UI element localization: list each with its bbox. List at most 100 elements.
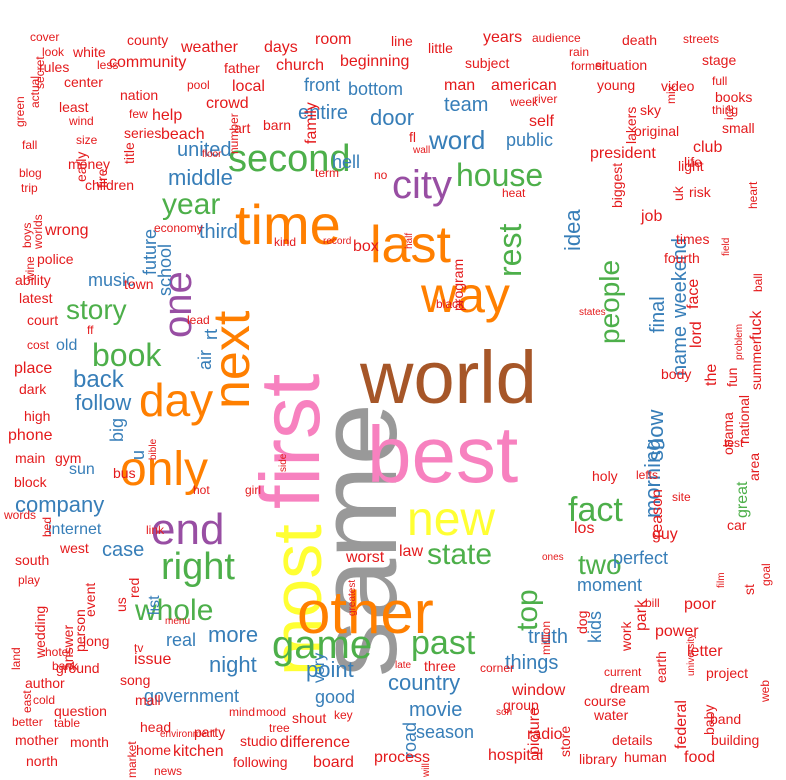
cloud-word: bus [113,465,136,481]
cloud-word: blog [19,166,42,180]
cloud-word: three [424,658,456,674]
cloud-word: ice [722,104,736,120]
cloud-word: radio [527,726,563,743]
cloud-word: movie [409,699,463,721]
cloud-word: bill [645,596,660,610]
cloud-word: third [199,221,238,243]
cloud-word: process [374,749,431,766]
cloud-word: ability [15,272,51,288]
cloud-word: job [641,208,663,225]
cloud-word: st [741,584,757,595]
cloud-word: south [15,552,50,568]
cloud-word: president [590,145,656,162]
cloud-word: light [678,158,704,174]
cloud-word: line [391,33,413,49]
cloud-word: less [97,58,119,72]
cloud-word: red [126,577,142,598]
cloud-word: subject [465,55,510,71]
cloud-word: nation [120,87,159,103]
cloud-word: rules [39,59,70,75]
cloud-word: father [224,60,260,76]
cloud-word: mood [256,705,287,719]
cloud-word: cold [33,693,56,707]
cloud-word: day [139,374,214,426]
cloud-word: area [746,452,762,481]
cloud-word: lord [688,321,705,348]
cloud-word: building [711,732,760,748]
cloud-word: the [703,363,720,386]
cloud-word: least [59,99,89,115]
cloud-word: green [13,96,27,127]
cloud-word: death [622,32,658,48]
cloud-word: guy [652,526,678,543]
cloud-word: police [37,251,74,267]
cloud-word: fall [22,138,38,152]
cloud-word: real [166,630,197,650]
cloud-word: son [496,707,513,718]
cloud-word: end [151,505,225,554]
cloud-word: land [9,647,23,670]
cloud-word: few [129,107,148,121]
cloud-word: country [388,670,461,695]
cloud-word: north [26,753,58,769]
cloud-word: pool [187,78,210,92]
cloud-word: biggest [609,162,625,208]
cloud-word: dark [19,381,47,397]
cloud-word: board [313,754,354,771]
cloud-word: self [529,113,554,130]
cloud-word: rain [569,45,590,59]
cloud-word: former [571,59,606,73]
cloud-word: title [121,142,137,164]
cloud-word: web [758,679,772,702]
cloud-word: million [539,620,553,655]
cloud-word: barn [263,117,292,133]
cloud-word: money [68,156,111,172]
cloud-word: back [73,366,124,393]
cloud-word: table [54,716,81,730]
cloud-word: things [505,652,559,674]
cloud-word: week [510,95,539,109]
cloud-word: late [395,660,412,671]
cloud-word: water [594,707,629,723]
cloud-word: mother [15,732,59,748]
cloud-word: old [56,337,78,354]
cloud-word: record [323,236,352,247]
cloud-word: states [579,307,606,318]
cloud-word: state [427,538,493,571]
cloud-word: right [161,546,235,588]
cloud-word: term [315,166,339,180]
cloud-word: floor [202,149,222,160]
cloud-word: way [421,267,510,323]
cloud-word: size [76,133,98,147]
cloud-word: moment [577,575,643,595]
cloud-word: story [66,294,127,325]
cloud-word: hot [193,483,210,497]
cloud-word: situation [595,57,648,73]
cloud-word: season [416,722,475,742]
cloud-word: will [421,763,432,777]
cloud-word: tree [269,721,290,735]
cloud-word: heart [746,181,760,209]
cloud-word: goal [759,563,773,586]
cloud-word: ff [87,323,94,337]
cloud-word: latest [19,290,53,306]
cloud-word: mall [135,692,161,708]
cloud-word: wall [413,145,431,156]
cloud-word: future [140,228,160,275]
cloud-word: small [722,120,755,136]
cloud-word: room [315,31,352,48]
cloud-word: county [127,32,169,48]
cloud-word: event [82,582,98,617]
cloud-word: past [411,624,476,662]
cloud-word: project [706,665,749,681]
cloud-word: economy [154,221,203,235]
cloud-word: weather [181,39,238,56]
cloud-word: main [15,450,46,466]
cloud-word: sky [640,102,661,118]
cloud-word: series [124,125,162,141]
cloud-word: life [684,154,702,170]
cloud-word: help [152,107,183,124]
cloud-word: very [311,652,328,683]
cloud-word: year [162,188,221,221]
